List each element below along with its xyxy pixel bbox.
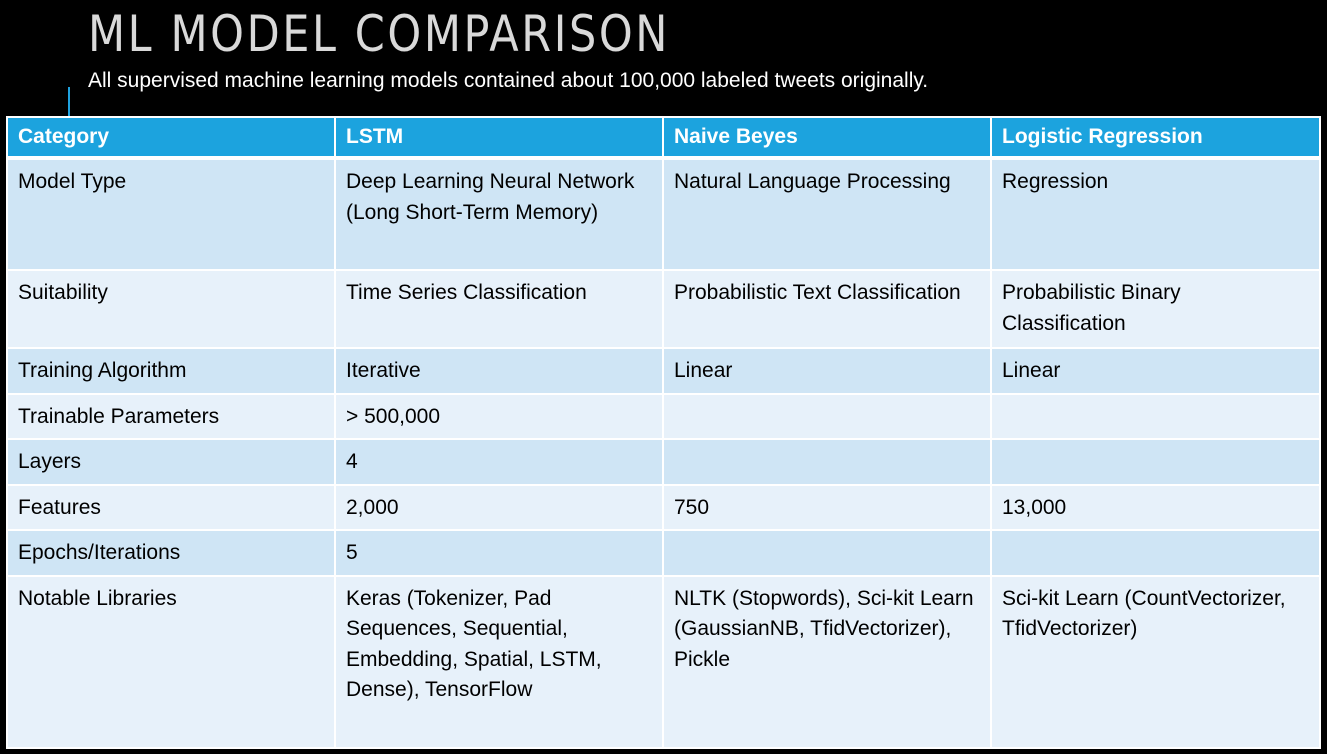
- comparison-table: Category LSTM Naive Beyes Logistic Regre…: [6, 116, 1321, 749]
- cell-lstm: > 500,000: [334, 392, 664, 440]
- cell-logistic-regression: 13,000: [990, 483, 1321, 531]
- cell-lstm: Time Series Classification: [334, 269, 664, 349]
- cell-lstm: Keras (Tokenizer, Pad Sequences, Sequent…: [334, 574, 664, 749]
- cell-logistic-regression: [990, 438, 1321, 486]
- cell-naive-beyes: NLTK (Stopwords), Sci-kit Learn (Gaussia…: [662, 574, 992, 749]
- cell-naive-beyes: [662, 438, 992, 486]
- cell-lstm: Deep Learning Neural Network (Long Short…: [334, 157, 664, 271]
- cell-lstm: 5: [334, 529, 664, 577]
- cell-category: Suitability: [6, 269, 336, 349]
- header-logistic-regression: Logistic Regression: [990, 116, 1321, 160]
- cell-logistic-regression: Probabilistic Binary Classification: [990, 269, 1321, 349]
- cell-category: Notable Libraries: [6, 574, 336, 749]
- slide-title: ML MODEL COMPARISON: [88, 5, 671, 63]
- table-row: Suitability Time Series Classification P…: [6, 269, 1321, 349]
- cell-naive-beyes: Natural Language Processing: [662, 157, 992, 271]
- header-naive-beyes: Naive Beyes: [662, 116, 992, 160]
- table-row: Model Type Deep Learning Neural Network …: [6, 157, 1321, 271]
- slide-subtitle: All supervised machine learning models c…: [88, 69, 929, 92]
- header-lstm: LSTM: [334, 116, 664, 160]
- table-header-row: Category LSTM Naive Beyes Logistic Regre…: [6, 116, 1321, 160]
- cell-category: Epochs/Iterations: [6, 529, 336, 577]
- cell-category: Training Algorithm: [6, 347, 336, 395]
- table-row: Epochs/Iterations 5: [6, 529, 1321, 577]
- table-row: Notable Libraries Keras (Tokenizer, Pad …: [6, 574, 1321, 749]
- cell-category: Model Type: [6, 157, 336, 271]
- header-category: Category: [6, 116, 336, 160]
- cell-naive-beyes: [662, 392, 992, 440]
- cell-lstm: 2,000: [334, 483, 664, 531]
- cell-logistic-regression: [990, 392, 1321, 440]
- cell-category: Layers: [6, 438, 336, 486]
- table-row: Training Algorithm Iterative Linear Line…: [6, 347, 1321, 395]
- cell-naive-beyes: Linear: [662, 347, 992, 395]
- cell-naive-beyes: Probabilistic Text Classification: [662, 269, 992, 349]
- accent-line: [68, 87, 70, 117]
- table-row: Layers 4: [6, 438, 1321, 486]
- cell-logistic-regression: Sci-kit Learn (CountVectorizer, TfidVect…: [990, 574, 1321, 749]
- cell-category: Features: [6, 483, 336, 531]
- table-row: Trainable Parameters > 500,000: [6, 392, 1321, 440]
- cell-logistic-regression: Linear: [990, 347, 1321, 395]
- cell-lstm: 4: [334, 438, 664, 486]
- cell-category: Trainable Parameters: [6, 392, 336, 440]
- cell-logistic-regression: Regression: [990, 157, 1321, 271]
- cell-naive-beyes: [662, 529, 992, 577]
- cell-logistic-regression: [990, 529, 1321, 577]
- cell-lstm: Iterative: [334, 347, 664, 395]
- cell-naive-beyes: 750: [662, 483, 992, 531]
- table-row: Features 2,000 750 13,000: [6, 483, 1321, 531]
